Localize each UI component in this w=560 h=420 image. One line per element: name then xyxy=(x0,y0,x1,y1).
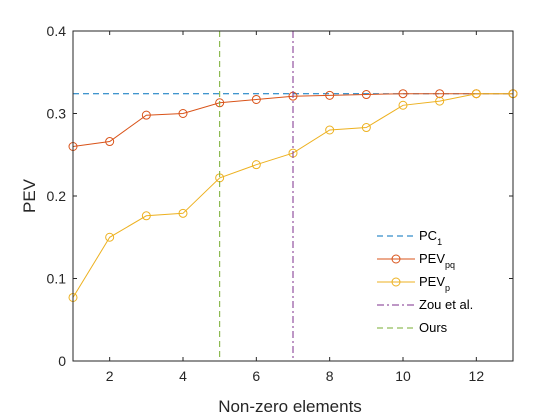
y-tick-label-3: 0.3 xyxy=(47,106,67,122)
legend-label-1: PEVpq xyxy=(419,251,455,270)
series-1-point-7 xyxy=(325,90,335,100)
x-tick-label-8: 8 xyxy=(326,368,334,384)
series-layer xyxy=(68,31,518,361)
axes-layer: 2 4 6 8 10 12 0 0.1 0.2 0.3 0.4 xyxy=(47,23,514,384)
y-tick-label-0: 0 xyxy=(58,353,66,369)
series-2-point-1 xyxy=(105,232,115,242)
series-2-point-2 xyxy=(141,211,151,221)
y-tick-label-4: 0.4 xyxy=(47,23,67,39)
x-tick-label-12: 12 xyxy=(469,368,485,384)
series-1-point-8 xyxy=(361,90,371,100)
legend-marker-1 xyxy=(391,254,401,264)
series-1-point-9 xyxy=(398,89,408,99)
series-1-point-3 xyxy=(178,109,188,118)
series-2-point-10 xyxy=(435,96,445,106)
series-2-point-3 xyxy=(178,208,188,218)
x-tick-label-2: 2 xyxy=(106,368,114,384)
series-1-point-10 xyxy=(435,89,445,99)
y-axis-label: PEV xyxy=(20,178,39,213)
series-2-point-5 xyxy=(251,160,261,170)
legend-label-3: Zou et al. xyxy=(419,297,473,312)
x-tick-label-10: 10 xyxy=(395,368,411,384)
y-tick-label-2: 0.2 xyxy=(47,188,67,204)
series-2-point-7 xyxy=(325,125,335,135)
legend: PC1 PEVpq PEVp Zou et al. Ours xyxy=(377,228,473,335)
x-tick-label-4: 4 xyxy=(179,368,187,384)
legend-marker-2 xyxy=(391,277,401,287)
series-1-point-2 xyxy=(141,110,151,120)
series-1-point-1 xyxy=(105,137,115,147)
series-2-point-8 xyxy=(361,123,371,133)
series-1-point-5 xyxy=(251,94,261,104)
x-tick-label-6: 6 xyxy=(252,368,260,384)
series-2-point-9 xyxy=(398,100,408,110)
x-axis-label: Non-zero elements xyxy=(218,397,362,416)
legend-label-2: PEVp xyxy=(419,274,450,293)
legend-label-4: Ours xyxy=(419,320,448,335)
y-tick-label-1: 0.1 xyxy=(47,271,67,287)
series-2-point-11 xyxy=(471,89,481,99)
legend-label-0: PC1 xyxy=(419,228,442,247)
